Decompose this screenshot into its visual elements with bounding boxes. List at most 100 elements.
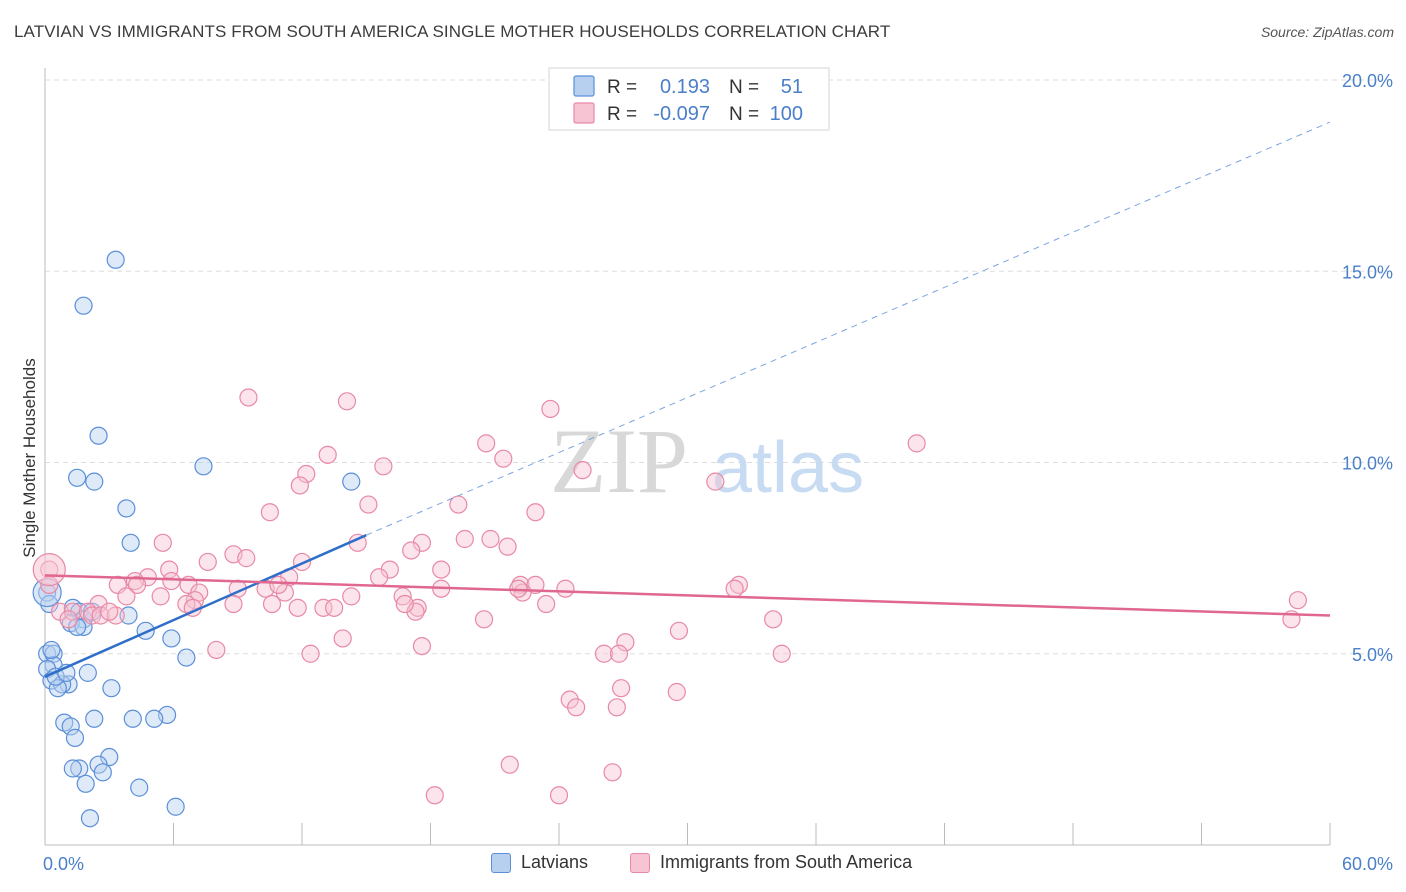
data-point-latvians[interactable] bbox=[166, 797, 185, 816]
legend-item-immigrants[interactable]: Immigrants from South America bbox=[630, 852, 912, 873]
data-point-immigrants[interactable] bbox=[500, 755, 519, 774]
data-point-latvians[interactable] bbox=[106, 250, 125, 269]
axes bbox=[44, 68, 1331, 846]
data-point-latvians[interactable] bbox=[145, 709, 164, 728]
data-point-immigrants[interactable] bbox=[290, 476, 309, 495]
data-point-latvians[interactable] bbox=[162, 629, 181, 648]
data-point-latvians[interactable] bbox=[102, 679, 121, 698]
data-point-immigrants[interactable] bbox=[359, 495, 378, 514]
data-point-latvians[interactable] bbox=[76, 774, 95, 793]
data-point-immigrants[interactable] bbox=[207, 640, 226, 660]
data-point-immigrants[interactable] bbox=[239, 388, 258, 407]
data-point-immigrants[interactable] bbox=[162, 571, 181, 591]
series-latvians-points bbox=[32, 250, 361, 828]
data-point-immigrants[interactable] bbox=[603, 763, 622, 782]
data-point-immigrants[interactable] bbox=[609, 644, 629, 663]
data-point-immigrants[interactable] bbox=[667, 682, 686, 702]
data-point-immigrants[interactable] bbox=[669, 621, 689, 640]
data-point-immigrants[interactable] bbox=[370, 568, 389, 587]
data-point-latvians[interactable] bbox=[85, 472, 104, 491]
data-point-latvians[interactable] bbox=[63, 759, 82, 778]
data-point-immigrants[interactable] bbox=[594, 644, 614, 663]
data-point-immigrants[interactable] bbox=[1288, 591, 1307, 610]
data-point-immigrants[interactable] bbox=[262, 594, 282, 614]
data-point-immigrants[interactable] bbox=[455, 529, 474, 549]
legend-top-box bbox=[548, 67, 830, 131]
data-point-immigrants[interactable] bbox=[301, 644, 320, 663]
legend-bottom: Latvians Immigrants from South America bbox=[0, 852, 1406, 880]
data-point-immigrants[interactable] bbox=[237, 549, 256, 568]
data-point-immigrants[interactable] bbox=[374, 457, 393, 476]
data-point-immigrants[interactable] bbox=[725, 579, 744, 598]
data-point-latvians[interactable] bbox=[194, 457, 213, 476]
data-point-immigrants[interactable] bbox=[402, 541, 421, 560]
data-point-immigrants[interactable] bbox=[151, 587, 170, 606]
data-point-immigrants[interactable] bbox=[907, 434, 926, 453]
data-point-immigrants[interactable] bbox=[325, 598, 344, 617]
trend-line-latvians-extension bbox=[366, 121, 1331, 536]
data-point-latvians[interactable] bbox=[130, 778, 149, 797]
data-point-latvians[interactable] bbox=[48, 679, 67, 698]
data-point-latvians[interactable] bbox=[119, 606, 138, 625]
data-point-immigrants[interactable] bbox=[616, 633, 635, 652]
data-point-latvians[interactable] bbox=[93, 763, 112, 782]
data-point-latvians[interactable] bbox=[61, 717, 80, 736]
data-point-immigrants[interactable] bbox=[412, 636, 432, 656]
data-point-immigrants[interactable] bbox=[224, 594, 243, 614]
data-point-immigrants[interactable] bbox=[59, 610, 78, 629]
data-point-latvians[interactable] bbox=[65, 728, 85, 748]
data-point-immigrants[interactable] bbox=[481, 529, 500, 549]
data-point-immigrants[interactable] bbox=[556, 579, 575, 598]
data-point-immigrants[interactable] bbox=[342, 587, 361, 606]
data-point-immigrants[interactable] bbox=[153, 533, 172, 552]
data-point-immigrants[interactable] bbox=[318, 445, 337, 464]
data-point-immigrants[interactable] bbox=[269, 575, 288, 595]
data-point-latvians[interactable] bbox=[74, 296, 93, 315]
data-point-immigrants[interactable] bbox=[706, 472, 725, 491]
data-point-immigrants[interactable] bbox=[117, 587, 136, 606]
data-point-immigrants[interactable] bbox=[395, 594, 414, 614]
data-point-latvians[interactable] bbox=[121, 533, 140, 552]
data-point-immigrants[interactable] bbox=[549, 786, 569, 805]
data-point-immigrants[interactable] bbox=[425, 786, 444, 805]
data-point-latvians[interactable] bbox=[78, 663, 97, 682]
data-point-immigrants[interactable] bbox=[260, 503, 279, 522]
data-point-immigrants[interactable] bbox=[432, 560, 451, 579]
data-point-latvians[interactable] bbox=[80, 809, 100, 828]
data-point-latvians[interactable] bbox=[68, 468, 87, 487]
data-point-latvians[interactable] bbox=[70, 759, 89, 778]
data-point-immigrants[interactable] bbox=[772, 644, 791, 663]
data-point-latvians[interactable] bbox=[342, 472, 361, 491]
data-point-immigrants[interactable] bbox=[573, 461, 592, 480]
data-point-latvians[interactable] bbox=[123, 709, 142, 728]
data-point-latvians[interactable] bbox=[85, 709, 104, 728]
data-point-immigrants[interactable] bbox=[526, 503, 545, 522]
data-point-immigrants[interactable] bbox=[498, 537, 517, 556]
data-point-immigrants[interactable] bbox=[297, 464, 316, 484]
data-point-immigrants[interactable] bbox=[764, 610, 783, 629]
data-point-latvians[interactable] bbox=[89, 426, 108, 445]
data-point-latvians[interactable] bbox=[42, 640, 61, 660]
data-point-latvians[interactable] bbox=[117, 499, 136, 518]
data-point-immigrants[interactable] bbox=[494, 449, 513, 468]
data-point-immigrants[interactable] bbox=[314, 598, 333, 617]
data-point-immigrants[interactable] bbox=[198, 552, 217, 572]
data-point-immigrants-large[interactable] bbox=[32, 552, 66, 587]
data-point-immigrants[interactable] bbox=[127, 575, 147, 595]
data-point-immigrants[interactable] bbox=[537, 594, 556, 614]
data-point-immigrants[interactable] bbox=[474, 610, 494, 629]
data-point-immigrants[interactable] bbox=[91, 606, 110, 625]
data-point-immigrants[interactable] bbox=[612, 679, 631, 698]
data-point-immigrants[interactable] bbox=[337, 392, 357, 411]
data-point-immigrants[interactable] bbox=[541, 399, 560, 419]
data-point-immigrants[interactable] bbox=[477, 434, 496, 453]
legend-item-latvians[interactable]: Latvians bbox=[491, 852, 588, 873]
data-point-immigrants[interactable] bbox=[607, 698, 626, 717]
data-point-immigrants[interactable] bbox=[100, 602, 119, 621]
data-point-immigrants[interactable] bbox=[567, 698, 586, 717]
data-point-latvians[interactable] bbox=[177, 648, 196, 667]
axis-labels: 5.0% 10.0% 15.0% 20.0% 0.0% 60.0% Single Mothe… bbox=[20, 71, 1393, 874]
data-point-immigrants[interactable] bbox=[288, 598, 307, 617]
data-point-immigrants[interactable] bbox=[333, 629, 352, 648]
y-tick-label: 15.0% bbox=[1342, 262, 1393, 282]
